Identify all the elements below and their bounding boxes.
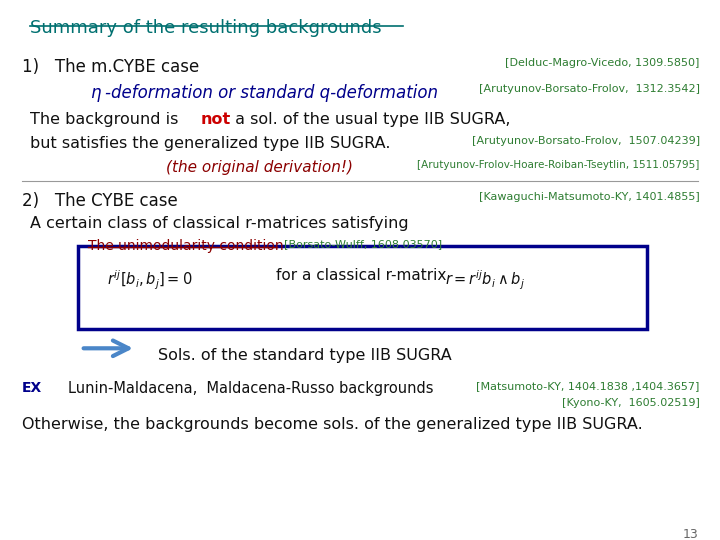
Text: [Arutyunov-Borsato-Frolov,  1507.04239]: [Arutyunov-Borsato-Frolov, 1507.04239] [472,136,700,146]
Text: a sol. of the usual type IIB SUGRA,: a sol. of the usual type IIB SUGRA, [230,112,511,127]
Text: but satisfies the generalized type IIB SUGRA.: but satisfies the generalized type IIB S… [30,136,391,151]
Text: [Kyono-KY,  1605.02519]: [Kyono-KY, 1605.02519] [562,398,700,408]
Text: -deformation or standard q-deformation: -deformation or standard q-deformation [105,84,438,102]
Text: [Arutyunov-Borsato-Frolov,  1312.3542]: [Arutyunov-Borsato-Frolov, 1312.3542] [479,84,700,94]
Text: not: not [200,112,230,127]
Text: for a classical r-matrix: for a classical r-matrix [276,268,446,284]
Text: Sols. of the standard type IIB SUGRA: Sols. of the standard type IIB SUGRA [158,348,452,363]
Text: The unimodularity condition: The unimodularity condition [88,239,284,253]
Text: [Matsumoto-KY, 1404.1838 ,1404.3657]: [Matsumoto-KY, 1404.1838 ,1404.3657] [477,381,700,391]
Text: Summary of the resulting backgrounds: Summary of the resulting backgrounds [30,19,382,37]
Text: (the original derivation!): (the original derivation!) [166,160,353,176]
Text: The background is: The background is [30,112,184,127]
FancyArrowPatch shape [84,341,128,356]
Text: 1)   The m.CYBE case: 1) The m.CYBE case [22,58,199,76]
Text: Lunin-Maldacena,  Maldacena-Russo backgrounds: Lunin-Maldacena, Maldacena-Russo backgro… [68,381,434,396]
Text: 2)   The CYBE case: 2) The CYBE case [22,192,177,210]
Text: [Arutyunov-Frolov-Hoare-Roiban-Tseytlin, 1511.05795]: [Arutyunov-Frolov-Hoare-Roiban-Tseytlin,… [418,160,700,171]
Text: [Delduc-Magro-Vicedo, 1309.5850]: [Delduc-Magro-Vicedo, 1309.5850] [505,58,700,68]
Text: Otherwise, the backgrounds become sols. of the generalized type IIB SUGRA.: Otherwise, the backgrounds become sols. … [22,417,642,432]
Text: [Borsato-Wulff, 1608.03570]: [Borsato-Wulff, 1608.03570] [284,239,443,249]
Text: $r^{ij}[b_i, b_j] = 0$: $r^{ij}[b_i, b_j] = 0$ [107,268,192,292]
Text: η: η [90,84,101,102]
Text: $r = r^{ij}b_i \wedge b_j$: $r = r^{ij}b_i \wedge b_j$ [445,268,525,292]
Text: EX: EX [22,381,42,395]
Text: 13: 13 [683,528,698,540]
Text: [Kawaguchi-Matsumoto-KY, 1401.4855]: [Kawaguchi-Matsumoto-KY, 1401.4855] [479,192,700,202]
Text: A certain class of classical r-matrices satisfying: A certain class of classical r-matrices … [30,216,409,231]
